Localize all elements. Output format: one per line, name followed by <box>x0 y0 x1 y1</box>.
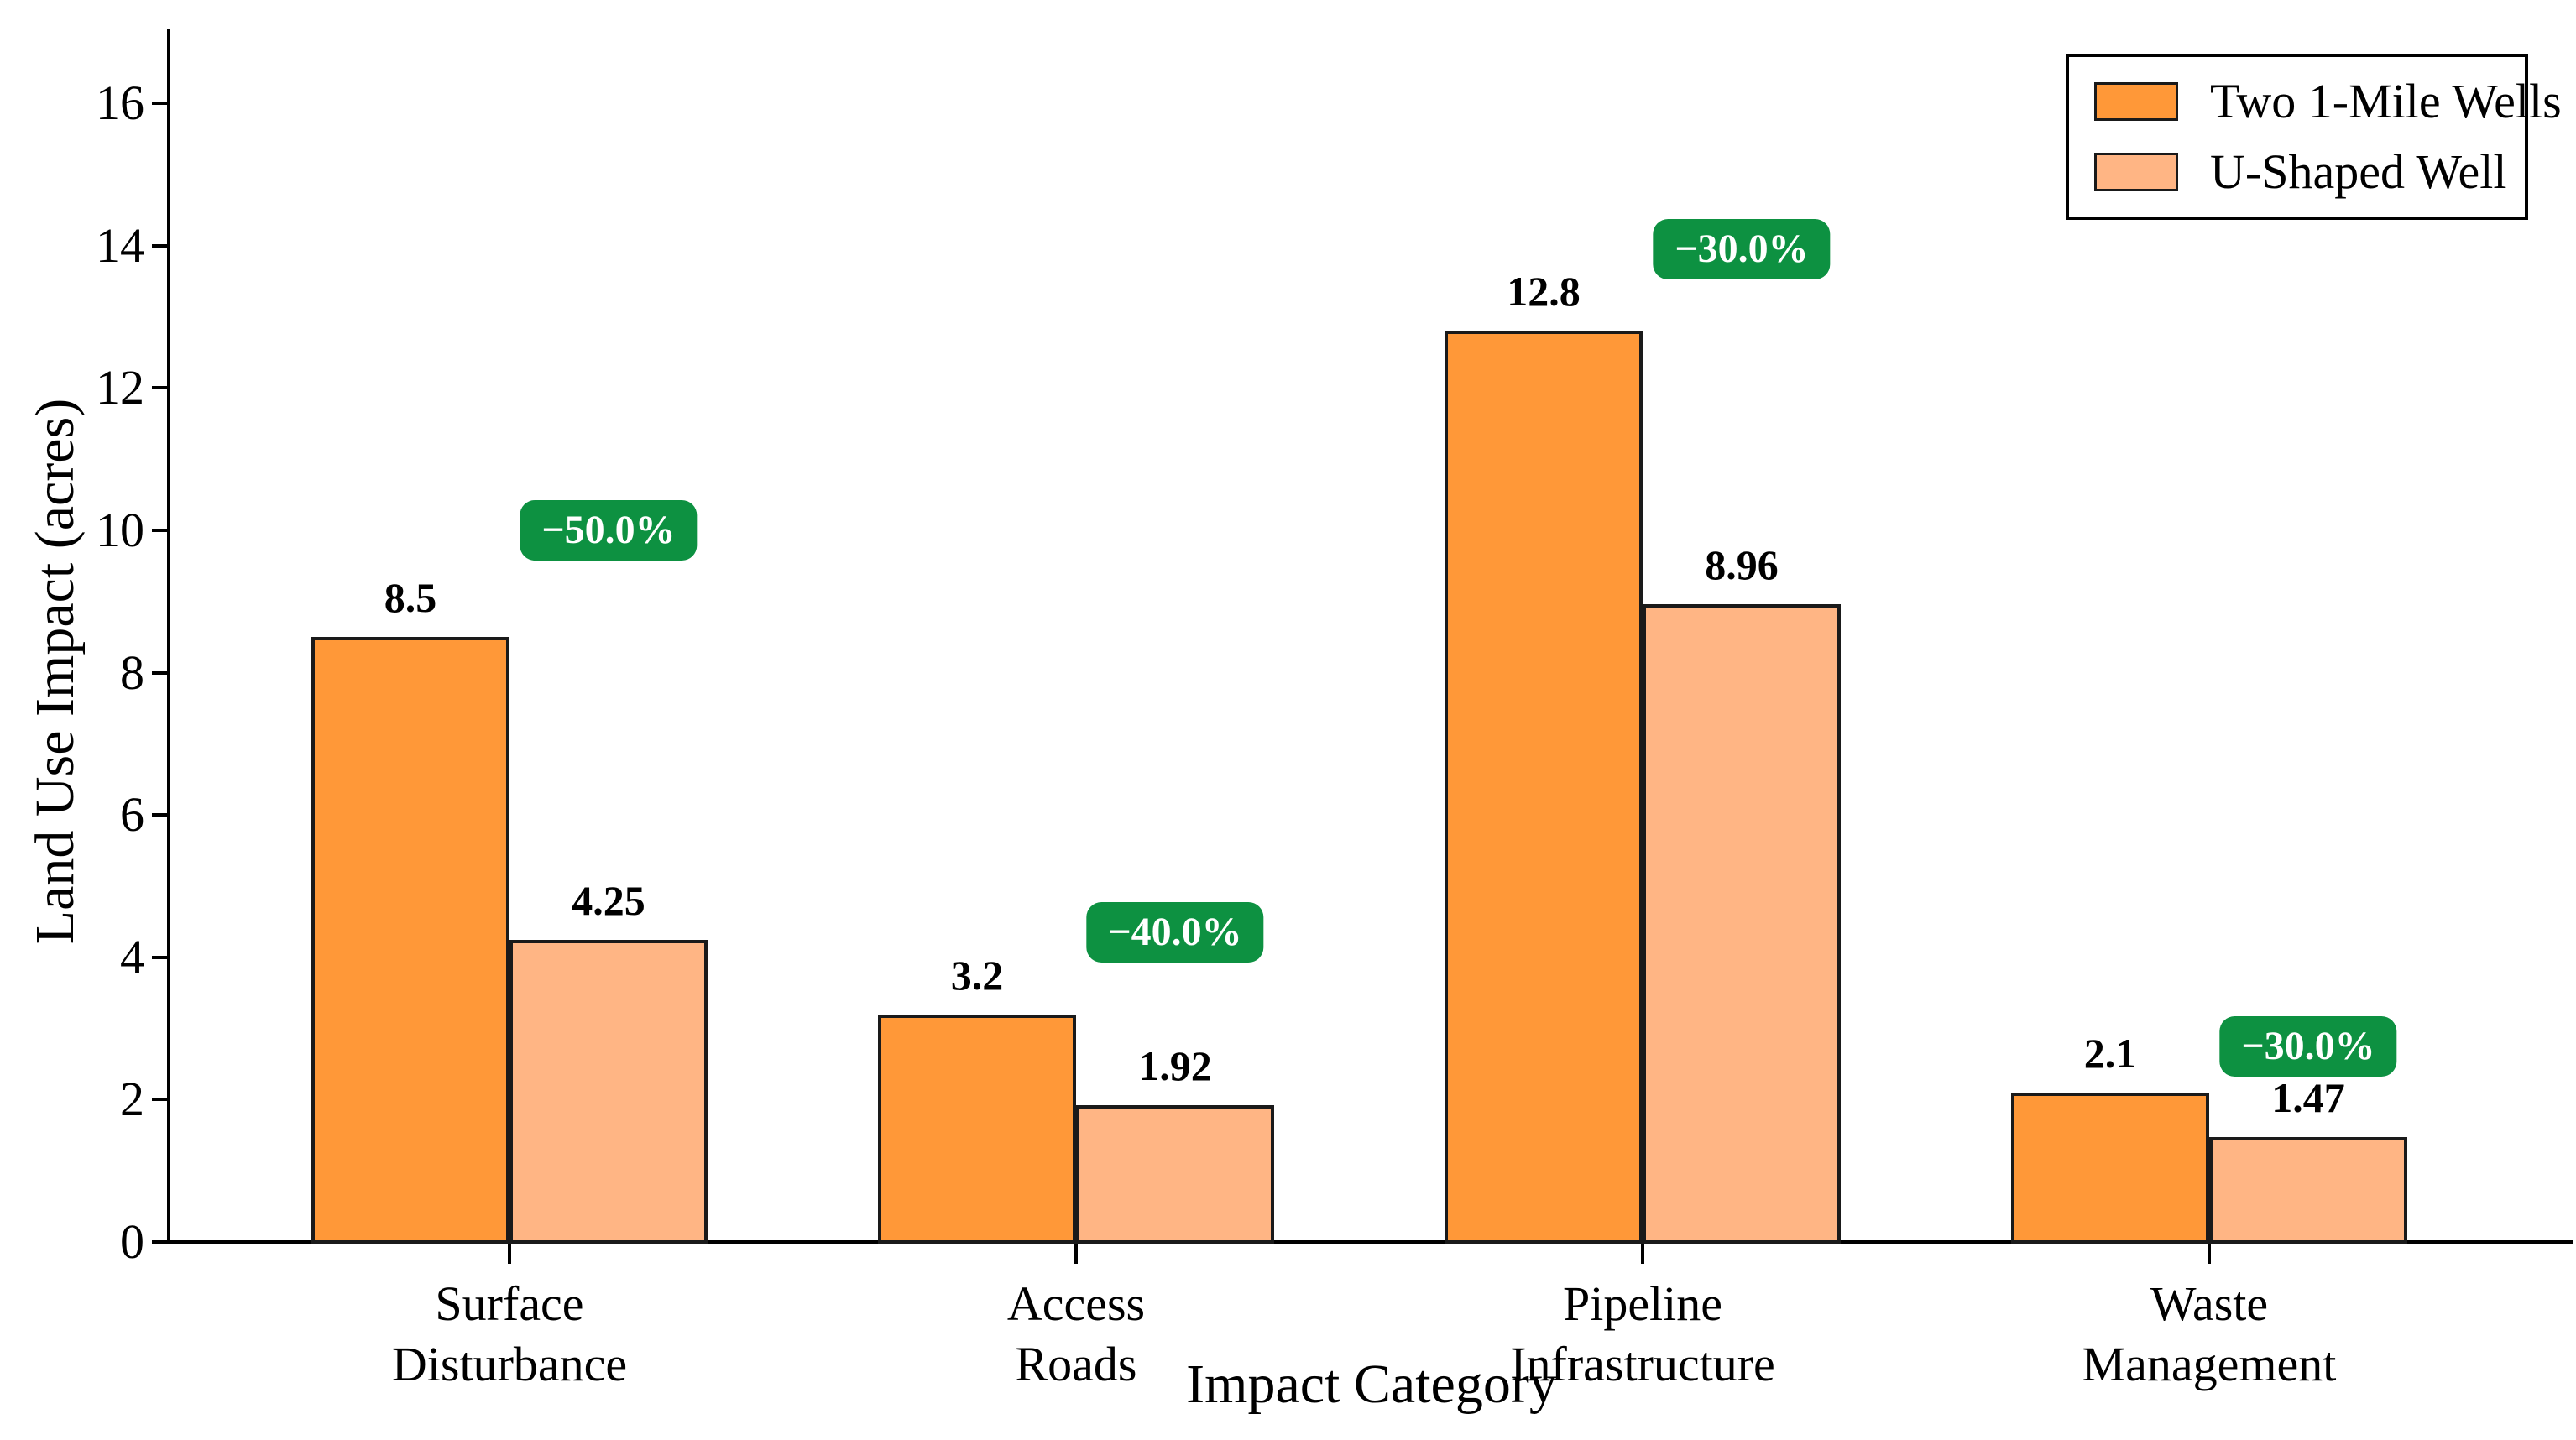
reduction-badge-waste-management: −30.0% <box>2219 1015 2397 1077</box>
y-tick-label: 10 <box>96 502 144 557</box>
x-axis-title: Impact Category <box>1186 1354 1557 1415</box>
y-tick-mark <box>152 243 170 248</box>
x-category-label-pipeline-infrastructure: Pipeline Infrastructure <box>1510 1274 1775 1395</box>
y-tick-mark <box>152 386 170 390</box>
x-axis-spine <box>167 1240 2573 1244</box>
y-tick-mark <box>152 528 170 532</box>
bar-two-1-mile-wells-waste-management <box>2011 1092 2209 1244</box>
bar-value-label-u-shaped-well-waste-management: 1.47 <box>2271 1074 2345 1122</box>
reduction-badge-surface-disturbance: −50.0% <box>520 499 698 561</box>
bar-value-label-u-shaped-well-access-roads: 1.92 <box>1138 1042 1212 1090</box>
reduction-badge-access-roads: −40.0% <box>1086 902 1264 963</box>
x-tick-mark <box>2208 1244 2211 1264</box>
y-tick-label: 14 <box>96 217 144 273</box>
x-tick-mark <box>1074 1244 1078 1264</box>
x-category-label-line: Waste <box>2150 1276 2269 1331</box>
bar-two-1-mile-wells-pipeline-infrastructure <box>1445 331 1643 1244</box>
legend: Two 1-Mile Wells U-Shaped Well <box>2066 54 2562 220</box>
bar-two-1-mile-wells-surface-disturbance <box>311 637 509 1244</box>
y-tick-label: 12 <box>96 360 144 415</box>
bar-two-1-mile-wells-access-roads <box>878 1014 1076 1244</box>
bar-u-shaped-well-waste-management <box>2209 1137 2407 1244</box>
x-category-label-line: Disturbance <box>391 1337 628 1391</box>
legend-swatch-u-shaped-well <box>2094 153 2178 191</box>
y-tick-label: 16 <box>96 76 144 130</box>
x-tick-mark <box>508 1244 511 1264</box>
x-category-label-line: Access <box>1006 1276 1146 1331</box>
reduction-badge-pipeline-infrastructure: −30.0% <box>1653 218 1831 279</box>
y-tick-label: 6 <box>120 787 144 843</box>
y-tick-label: 8 <box>120 644 144 700</box>
bar-value-label-two-1-mile-wells-waste-management: 2.1 <box>2083 1029 2137 1077</box>
y-tick-mark <box>152 102 170 105</box>
legend-swatch-two-1-mile-wells <box>2094 82 2178 121</box>
legend-label-u-shaped-well: U-Shaped Well <box>2210 144 2507 199</box>
legend-item-two-1-mile-wells: Two 1-Mile Wells <box>2094 76 2562 128</box>
x-category-label-line: Management <box>2082 1337 2337 1391</box>
x-category-label-line: Infrastructure <box>1510 1337 1775 1391</box>
y-tick-mark <box>152 955 170 959</box>
y-tick-mark <box>152 1240 170 1244</box>
bar-value-label-two-1-mile-wells-access-roads: 3.2 <box>950 951 1004 999</box>
legend-item-u-shaped-well: U-Shaped Well <box>2094 146 2506 198</box>
x-category-label-line: Pipeline <box>1562 1276 1723 1331</box>
x-category-label-line: Roads <box>1015 1337 1137 1391</box>
bar-u-shaped-well-pipeline-infrastructure <box>1643 604 1841 1244</box>
y-tick-label: 0 <box>120 1214 144 1269</box>
y-tick-mark <box>152 670 170 675</box>
x-category-label-access-roads: Access Roads <box>1007 1274 1145 1395</box>
y-tick-mark <box>152 1098 170 1102</box>
bar-u-shaped-well-access-roads <box>1076 1105 1274 1244</box>
x-category-label-waste-management: Waste Management <box>2082 1274 2337 1395</box>
y-tick-label: 2 <box>120 1072 144 1127</box>
bar-value-label-two-1-mile-wells-surface-disturbance: 8.5 <box>384 574 437 622</box>
bar-value-label-u-shaped-well-pipeline-infrastructure: 8.96 <box>1705 541 1779 589</box>
bar-u-shaped-well-surface-disturbance <box>509 939 708 1244</box>
x-category-label-line: Surface <box>435 1276 584 1331</box>
y-tick-label: 4 <box>120 929 144 984</box>
bar-value-label-u-shaped-well-surface-disturbance: 4.25 <box>572 876 645 924</box>
x-category-label-surface-disturbance: Surface Disturbance <box>392 1274 627 1395</box>
y-tick-mark <box>152 813 170 817</box>
y-axis-spine <box>167 29 170 1244</box>
bar-value-label-two-1-mile-wells-pipeline-infrastructure: 12.8 <box>1507 268 1581 316</box>
legend-label-two-1-mile-wells: Two 1-Mile Wells <box>2210 74 2562 128</box>
x-tick-mark <box>1641 1244 1644 1264</box>
